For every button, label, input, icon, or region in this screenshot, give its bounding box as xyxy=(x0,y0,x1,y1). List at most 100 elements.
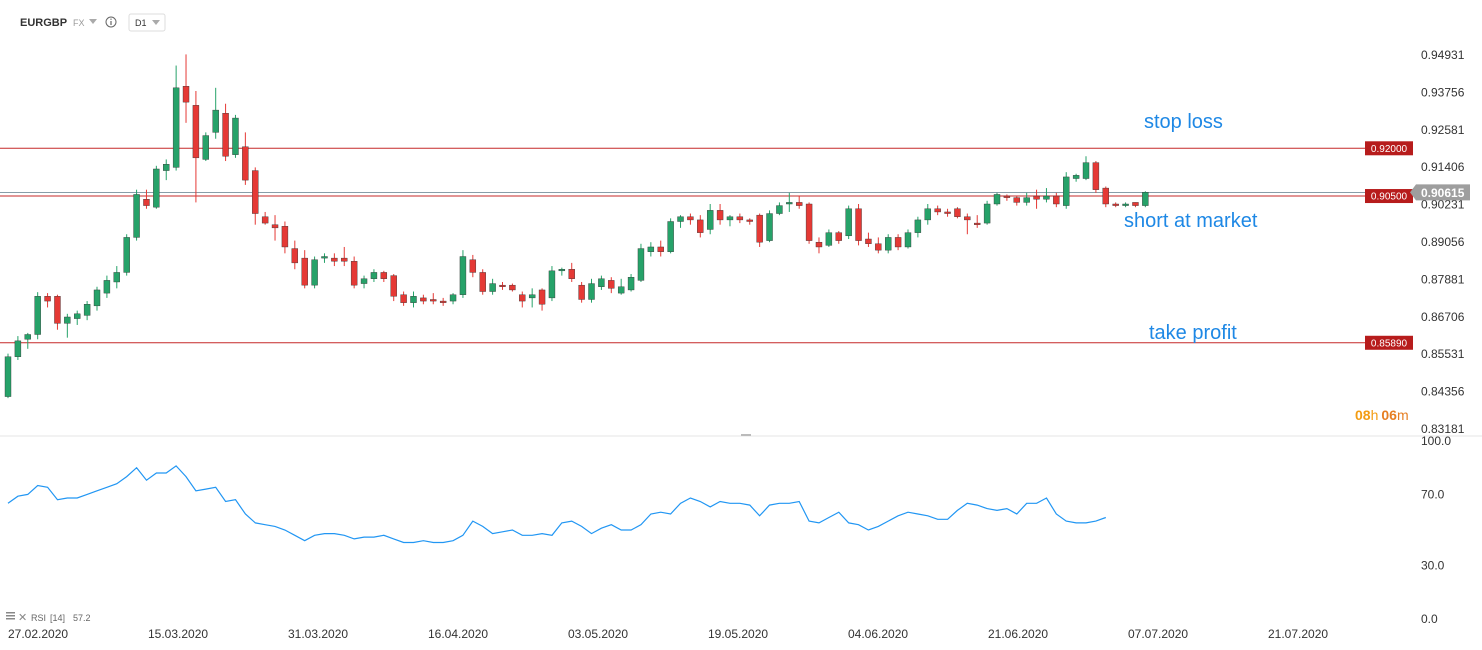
candle-body xyxy=(667,221,674,252)
rsi-axis: 100.0 70.0 30.0 0.0 xyxy=(1421,434,1451,626)
candle xyxy=(212,87,219,139)
close-indicator-icon[interactable]: ✕ xyxy=(18,612,27,624)
candle-body xyxy=(321,256,328,259)
candle xyxy=(103,275,111,298)
candle-body xyxy=(499,284,506,287)
candle-body xyxy=(805,203,813,241)
candle xyxy=(192,90,200,203)
candle xyxy=(964,213,971,235)
candle xyxy=(291,240,299,270)
info-icon[interactable] xyxy=(105,16,117,28)
candle-body xyxy=(944,211,951,214)
candle-body xyxy=(350,261,358,286)
candle-body xyxy=(855,208,862,241)
candle-body xyxy=(44,296,51,302)
candle-body xyxy=(103,280,111,294)
candle-body xyxy=(598,278,605,287)
level-tag xyxy=(1365,335,1413,350)
candle-body xyxy=(153,168,160,208)
candle xyxy=(232,114,239,158)
candle-body xyxy=(687,216,694,221)
candle xyxy=(825,229,833,247)
date-tick-label: 03.05.2020 xyxy=(568,627,628,641)
stop-loss-annotation: stop loss xyxy=(1144,111,1223,133)
candle xyxy=(627,274,635,292)
timeframe-label: D1 xyxy=(135,18,147,28)
candle-body xyxy=(479,272,486,292)
price-tick-label: 0.87881 xyxy=(1421,272,1465,286)
indicator-menu-icon[interactable] xyxy=(6,612,15,620)
candle-body xyxy=(212,109,219,133)
candle xyxy=(74,310,81,325)
candle-body xyxy=(736,216,744,221)
candle-body xyxy=(252,170,259,214)
candle-body xyxy=(1132,202,1139,206)
candle-body xyxy=(54,296,61,324)
candle xyxy=(489,278,496,295)
candle-body xyxy=(242,146,249,181)
candle xyxy=(34,292,41,340)
candle-body xyxy=(281,226,289,248)
candle xyxy=(459,250,467,298)
candle xyxy=(894,234,902,251)
candle xyxy=(588,278,595,303)
take-profit-annotation: take profit xyxy=(1149,322,1237,344)
candle-body xyxy=(341,257,348,262)
symbol-label[interactable]: EURGBP xyxy=(20,17,67,29)
candle xyxy=(1112,202,1119,208)
candle-body xyxy=(835,232,842,241)
candle xyxy=(924,203,931,225)
date-tick-label: 21.07.2020 xyxy=(1268,627,1328,641)
candle-body xyxy=(697,219,704,233)
candle-body xyxy=(786,202,793,205)
candle xyxy=(756,213,763,247)
timeframe-select[interactable]: D1 xyxy=(128,13,166,32)
chevron-down-icon[interactable] xyxy=(89,19,97,24)
price-tick-label: 0.89056 xyxy=(1421,235,1465,249)
candle xyxy=(746,218,753,225)
candle xyxy=(261,211,269,225)
candle-body xyxy=(1033,195,1040,200)
candle-body xyxy=(726,216,734,221)
candle xyxy=(687,213,694,225)
market-label: FX xyxy=(73,18,85,28)
candle xyxy=(855,203,862,246)
candle-body xyxy=(1092,162,1100,190)
candle xyxy=(509,283,516,292)
countdown-hours: 08 xyxy=(1355,407,1371,423)
candle-body xyxy=(163,164,170,171)
rsi-tick-label: 30.0 xyxy=(1421,559,1445,573)
candle xyxy=(835,231,842,244)
candle-body xyxy=(4,356,12,397)
candle xyxy=(222,103,229,162)
price-tick-label: 0.84356 xyxy=(1421,385,1465,399)
candle xyxy=(578,281,585,303)
price-tick-label: 0.83181 xyxy=(1421,422,1465,436)
candle xyxy=(4,353,12,399)
rsi-value: 57.2 xyxy=(73,613,91,623)
candle-body xyxy=(1053,195,1060,205)
date-tick-label: 27.02.2020 xyxy=(8,627,68,641)
candle-body xyxy=(271,224,279,229)
candle xyxy=(281,221,289,254)
candle xyxy=(974,215,981,228)
countdown-minutes: 06 xyxy=(1381,407,1397,423)
candle-body xyxy=(677,216,684,222)
candle-body xyxy=(509,284,516,291)
candle-body xyxy=(845,208,852,237)
candle-body xyxy=(1112,203,1119,206)
candle xyxy=(934,205,941,216)
candle xyxy=(242,132,249,185)
candle xyxy=(202,132,210,162)
candle-body xyxy=(558,269,566,272)
candle xyxy=(311,256,318,289)
candle-body xyxy=(716,210,724,221)
candle xyxy=(301,250,308,289)
candle-body xyxy=(914,219,922,233)
candle-body xyxy=(964,216,971,221)
candle xyxy=(1063,172,1070,209)
candle xyxy=(430,293,437,305)
candle xyxy=(697,215,704,238)
candle xyxy=(1072,173,1080,182)
